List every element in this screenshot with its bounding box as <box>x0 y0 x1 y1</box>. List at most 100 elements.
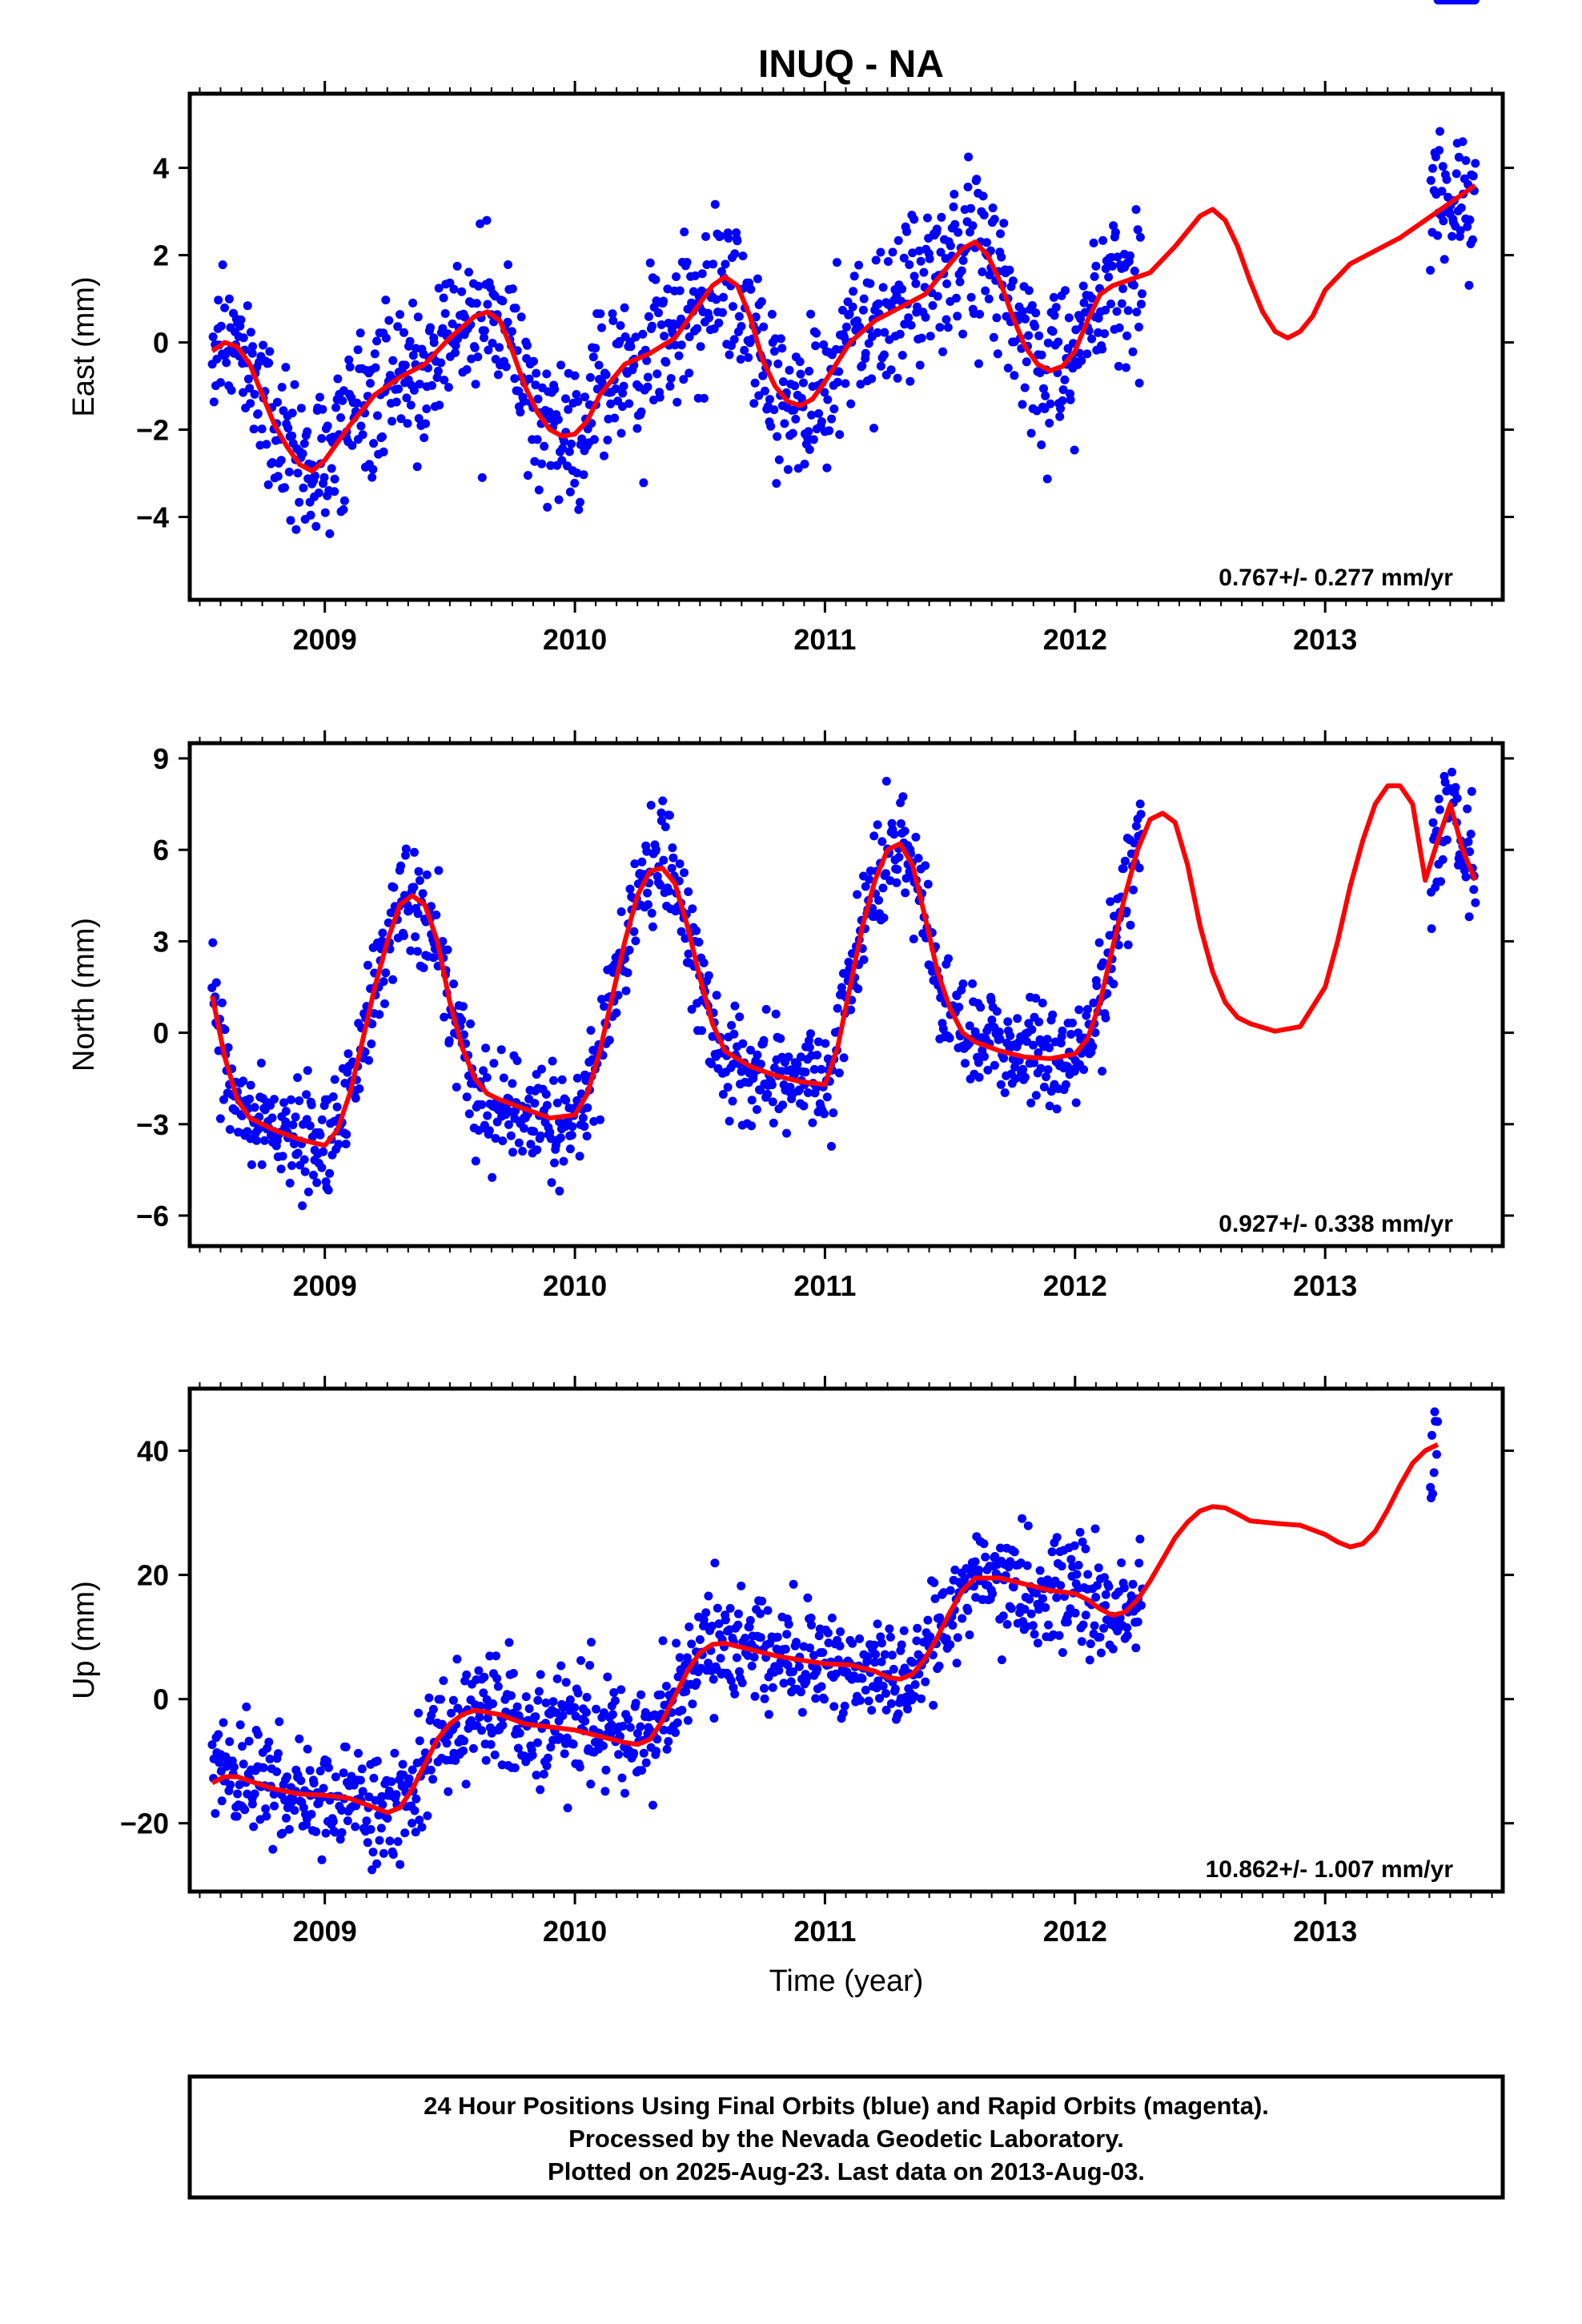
north-data-point <box>508 1079 517 1088</box>
north-data-point <box>580 1122 589 1131</box>
east-data-point <box>439 293 448 303</box>
up-data-point <box>714 1619 724 1629</box>
north-data-point <box>225 1124 235 1134</box>
north-data-point <box>396 861 406 870</box>
east-points <box>207 127 1480 538</box>
up-data-point <box>1078 1537 1087 1546</box>
east-data-point <box>327 464 336 473</box>
north-data-point <box>399 931 408 940</box>
north-data-point <box>477 1100 487 1109</box>
up-data-point <box>794 1662 804 1671</box>
up-data-point <box>607 1720 616 1729</box>
east-data-point <box>642 356 652 365</box>
up-data-point <box>439 1676 448 1686</box>
up-x-tick-label: 2013 <box>1293 1915 1357 1948</box>
north-data-point <box>328 1092 338 1101</box>
east-data-point <box>532 368 541 378</box>
east-data-point <box>624 399 634 408</box>
east-data-point <box>1134 378 1144 388</box>
north-data-point <box>809 1064 819 1074</box>
east-data-point <box>674 351 684 360</box>
north-data-point <box>1034 1017 1044 1027</box>
north-data-point <box>630 859 640 869</box>
east-data-point <box>531 380 540 390</box>
up-data-point <box>428 1704 438 1714</box>
up-data-point <box>741 1634 750 1642</box>
up-data-point <box>498 1720 508 1730</box>
up-data-point <box>247 1799 257 1809</box>
east-data-point <box>985 270 994 279</box>
north-data-point <box>555 1186 564 1196</box>
east-data-point <box>791 414 801 424</box>
north-data-point <box>438 937 448 946</box>
east-data-point <box>632 424 642 433</box>
east-data-point <box>449 284 459 294</box>
north-data-point <box>252 1136 261 1145</box>
north-data-point <box>968 979 978 988</box>
north-data-point <box>1036 1063 1046 1073</box>
north-data-point <box>1011 1074 1021 1084</box>
up-data-point <box>763 1606 773 1615</box>
east-data-point <box>795 357 805 367</box>
east-data-point <box>561 394 570 404</box>
up-data-point <box>560 1749 569 1759</box>
east-data-point <box>429 338 439 348</box>
east-data-point <box>409 385 419 395</box>
north-data-point <box>542 1100 552 1110</box>
east-data-point <box>873 299 883 308</box>
east-data-point <box>1101 305 1110 315</box>
up-data-point <box>391 1790 401 1799</box>
east-data-point <box>353 345 363 355</box>
north-data-point <box>1130 838 1139 848</box>
east-data-point <box>262 440 271 449</box>
up-data-point <box>997 1655 1006 1665</box>
north-data-point <box>839 1053 849 1063</box>
footer-box: 24 Hour Positions Using Final Orbits (bl… <box>187 2074 1505 2200</box>
north-data-point <box>697 1026 707 1035</box>
north-x-tick-label: 2011 <box>793 1269 856 1302</box>
north-data-point <box>489 1059 499 1068</box>
north-data-point <box>892 878 901 887</box>
east-data-point <box>596 309 605 319</box>
up-data-point <box>1074 1561 1083 1570</box>
east-data-point <box>796 369 805 379</box>
east-data-point <box>974 359 983 368</box>
up-data-point <box>1030 1630 1039 1639</box>
east-data-point <box>532 435 542 444</box>
north-data-point <box>488 1172 497 1182</box>
east-data-point <box>953 312 962 321</box>
north-data-point <box>894 852 904 862</box>
east-data-point <box>247 348 257 358</box>
east-data-point <box>714 318 724 328</box>
east-data-point <box>631 332 640 342</box>
north-data-point <box>281 1117 291 1127</box>
east-data-point <box>909 215 919 224</box>
east-data-point <box>1130 266 1139 275</box>
east-data-point <box>1468 171 1478 181</box>
north-data-point <box>367 1019 377 1029</box>
north-data-point <box>992 1007 1002 1016</box>
east-data-point <box>601 370 611 380</box>
east-data-point <box>250 389 259 399</box>
east-data-point <box>553 415 563 424</box>
north-data-point <box>415 876 424 885</box>
north-data-point <box>561 1096 571 1105</box>
east-data-point <box>1126 251 1134 260</box>
east-data-point <box>280 483 289 493</box>
north-data-point <box>1090 1028 1100 1037</box>
north-data-point <box>287 1095 295 1104</box>
east-data-point <box>932 224 942 234</box>
east-data-point <box>236 315 246 324</box>
north-data-point <box>1058 1026 1067 1035</box>
east-x-tick-label: 2012 <box>1043 623 1107 656</box>
east-data-point <box>996 229 1005 239</box>
up-data-point <box>400 1828 410 1838</box>
up-data-point <box>1086 1639 1095 1649</box>
up-data-point <box>893 1709 903 1719</box>
east-data-point <box>916 256 926 266</box>
north-data-point <box>532 1145 542 1155</box>
east-data-point <box>400 360 410 370</box>
up-data-point <box>779 1679 789 1688</box>
east-data-point <box>883 257 893 266</box>
